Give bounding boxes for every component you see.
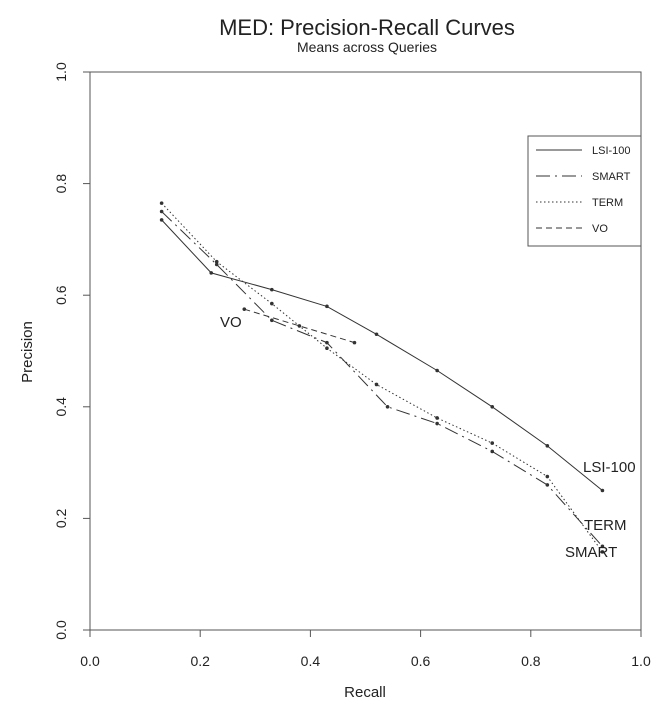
series-line-lsi-100: [161, 219, 603, 491]
data-point-term: [214, 259, 219, 264]
series-layer: LSI-100 SMART TERM VO: [159, 201, 636, 561]
data-point-vo: [297, 324, 302, 328]
data-point-lsi-100: [325, 304, 329, 309]
x-axis-label: Recall: [344, 684, 386, 701]
legend-label-lsi-100: LSI-100: [592, 145, 631, 157]
y-tick-label: 0.2: [53, 508, 69, 528]
y-tick-label: 0.6: [53, 285, 69, 305]
data-point-term: [545, 474, 550, 479]
data-point-lsi-100: [545, 444, 550, 448]
chart-title: MED: Precision-Recall Curves: [219, 15, 515, 40]
data-point-smart: [214, 262, 219, 267]
y-tick-label: 0.0: [53, 620, 69, 640]
data-point-vo: [352, 340, 357, 345]
data-point-term: [159, 201, 164, 205]
series-label-lsi-100: LSI-100: [583, 459, 636, 476]
y-axis: 0.0 0.2 0.4 0.6 0.8 1.0: [53, 62, 90, 640]
x-tick-label: 0.6: [411, 653, 431, 669]
series-label-vo: VO: [220, 314, 242, 331]
data-point-term: [374, 382, 379, 387]
x-tick-label: 0.2: [190, 653, 210, 669]
series-line-smart: [161, 211, 603, 547]
data-point-lsi-100: [374, 332, 379, 337]
x-tick-label: 0.0: [80, 653, 100, 669]
data-point-smart: [435, 421, 439, 426]
data-point-smart: [490, 449, 495, 454]
y-tick-label: 1.0: [53, 62, 69, 82]
data-point-lsi-100: [435, 368, 439, 373]
data-point-smart: [270, 318, 274, 323]
data-point-lsi-100: [600, 488, 605, 493]
y-axis-label: Precision: [19, 321, 36, 383]
series-line-vo: [244, 308, 355, 344]
data-point-lsi-100: [209, 271, 214, 275]
y-tick-label: 0.4: [53, 397, 69, 417]
legend-label-term: TERM: [592, 197, 623, 209]
series-term: [159, 201, 605, 554]
legend-label-smart: SMART: [592, 171, 631, 183]
x-tick-label: 1.0: [631, 653, 651, 669]
data-point-term: [270, 301, 274, 306]
data-point-term: [600, 550, 605, 554]
data-point-smart: [600, 544, 605, 549]
plot-frame: [89, 71, 642, 631]
data-point-lsi-100: [490, 405, 495, 409]
data-point-lsi-100: [270, 287, 274, 292]
series-vo: [242, 307, 357, 345]
series-lsi-100: [159, 218, 605, 493]
chart-subtitle: Means across Queries: [297, 39, 437, 55]
legend-label-vo: VO: [592, 223, 608, 235]
series-label-smart: SMART: [565, 544, 617, 561]
y-tick-label: 0.8: [53, 174, 69, 194]
data-point-smart: [385, 405, 390, 409]
data-point-lsi-100: [159, 218, 164, 222]
x-tick-label: 0.4: [301, 653, 321, 669]
data-point-smart: [325, 340, 329, 345]
legend: LSI-100 SMART TERM VO: [527, 135, 642, 247]
series-label-term: TERM: [584, 517, 627, 534]
data-point-term: [325, 346, 329, 351]
x-axis: 0.0 0.2 0.4 0.6 0.8 1.0: [80, 630, 651, 669]
data-point-term: [435, 416, 439, 420]
x-tick-label: 0.8: [521, 653, 541, 669]
data-point-term: [490, 441, 495, 445]
series-smart: [159, 209, 605, 549]
data-point-vo: [242, 307, 247, 311]
data-point-smart: [545, 483, 550, 487]
data-point-smart: [159, 209, 164, 214]
series-line-term: [161, 202, 603, 553]
